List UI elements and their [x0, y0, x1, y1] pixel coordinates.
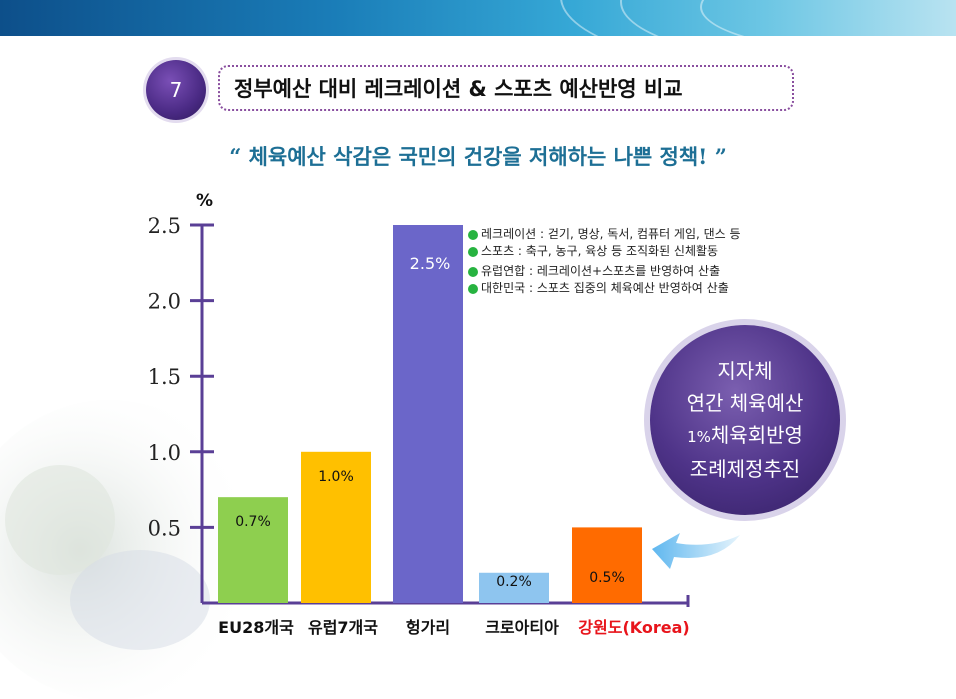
x-tick-label: 강원도(Korea)	[578, 618, 689, 637]
x-tick-label: EU28개국	[218, 618, 294, 637]
green-bullet-icon	[468, 246, 478, 257]
callout-arrow-icon	[652, 533, 740, 569]
legend-note-korea: 대한민국 : 스포츠 집중의 체육예산 반영하여 산출	[468, 280, 741, 297]
bar	[393, 225, 463, 603]
y-tick-label: 0.5	[148, 516, 181, 540]
legend-note-recreation: 레크레이션 : 걷기, 명상, 독서, 컴퓨터 게임, 댄스 등	[468, 226, 741, 243]
legend-notes: 레크레이션 : 걷기, 명상, 독서, 컴퓨터 게임, 댄스 등 스포츠 : 축…	[468, 226, 741, 297]
legend-note-sports: 스포츠 : 축구, 농구, 육상 등 조직화된 신체활동	[468, 243, 741, 260]
bar	[301, 451, 371, 603]
section-number-badge: 7	[146, 60, 206, 120]
bar-value-label: 0.2%	[496, 574, 532, 590]
bar-value-label: 0.7%	[235, 514, 271, 530]
x-tick-label: 헝가리	[406, 618, 450, 637]
bar-value-label: 1.0%	[318, 469, 354, 485]
bar	[572, 527, 642, 603]
callout-line-4: 조례제정추진	[689, 457, 801, 481]
y-axis-label: %	[196, 191, 213, 211]
policy-callout-circle: 지자체 연간 체육예산 1%체육회반영 조례제정추진	[650, 325, 840, 515]
bar	[218, 497, 288, 603]
y-tick-label: 1.5	[148, 365, 181, 389]
y-tick-label: 2.5	[148, 214, 181, 238]
green-bullet-icon	[468, 229, 478, 240]
x-tick-label: 크로아티아	[485, 618, 559, 637]
y-tick-label: 1.0	[148, 441, 181, 465]
y-tick-label: 2.0	[148, 290, 181, 314]
slide-title-box: 정부예산 대비 레크레이션 & 스포츠 예산반영 비교	[218, 65, 794, 111]
section-number: 7	[169, 78, 183, 102]
callout-line-3-text: 체육회반영	[710, 423, 803, 447]
bar	[479, 572, 549, 603]
green-bullet-icon	[468, 283, 478, 294]
callout-line-1: 지자체	[717, 359, 773, 383]
legend-note-eu: 유럽연합 : 레크레이션+스포츠를 반영하여 산출	[468, 263, 741, 280]
callout-percent: 1%	[687, 428, 711, 446]
top-banner	[0, 0, 956, 36]
bar-value-label: 2.5%	[410, 254, 451, 273]
callout-line-2: 연간 체육예산	[686, 391, 804, 415]
slogan-quote: “ 체육예산 삭감은 국민의 건강을 저해하는 나쁜 정책! ”	[229, 144, 727, 169]
callout-line-3: 1%체육회반영	[687, 419, 803, 453]
slide-title: 정부예산 대비 레크레이션 & 스포츠 예산반영 비교	[234, 77, 683, 101]
green-bullet-icon	[468, 266, 478, 277]
bar-value-label: 0.5%	[589, 570, 625, 586]
x-tick-label: 유럽7개국	[308, 618, 378, 637]
